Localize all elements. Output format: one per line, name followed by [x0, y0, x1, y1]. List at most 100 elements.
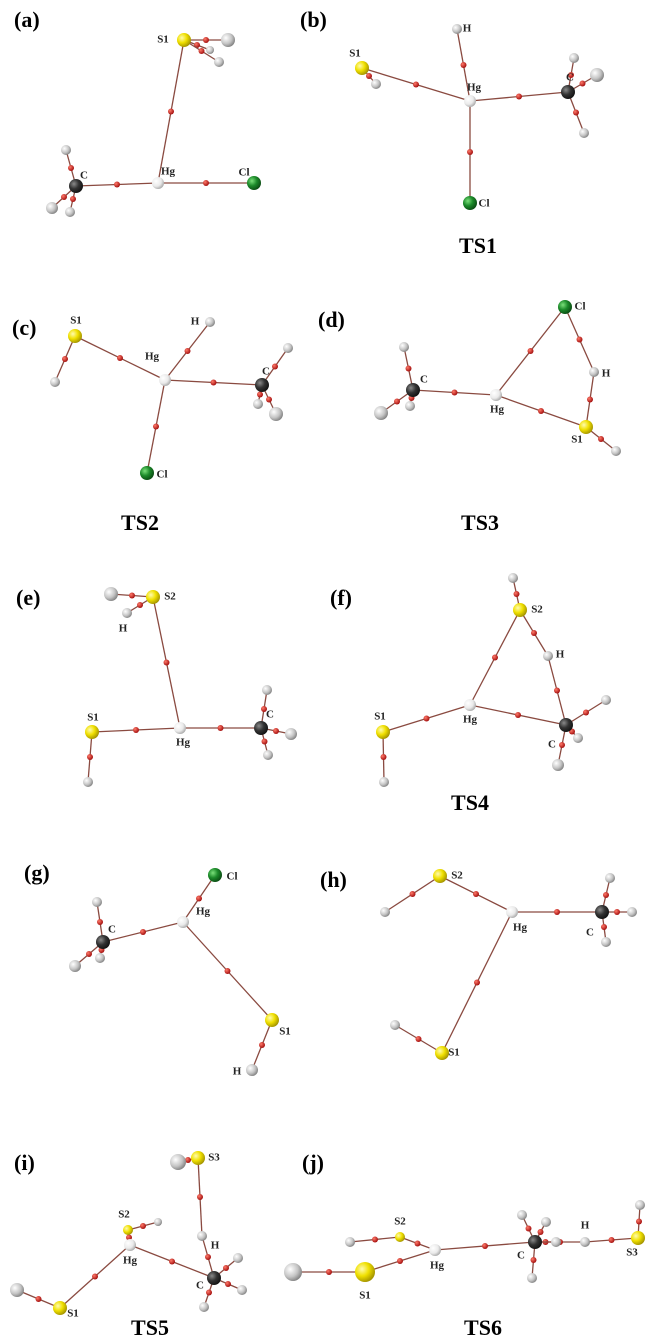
atom: [464, 699, 476, 711]
critical-point: [577, 337, 583, 343]
critical-point: [164, 660, 170, 666]
critical-point: [36, 1296, 42, 1302]
atom: [463, 196, 477, 210]
atom: [508, 573, 518, 583]
critical-point: [531, 1257, 537, 1263]
atom: [263, 750, 273, 760]
critical-point: [86, 951, 92, 957]
atom: [50, 377, 60, 387]
critical-point: [225, 1281, 231, 1287]
atom: [92, 897, 102, 907]
atom-label: C: [420, 374, 428, 386]
atom: [69, 960, 81, 972]
atom-label: Cl: [239, 167, 250, 179]
atom: [199, 1302, 209, 1312]
atom-label: Cl: [479, 198, 490, 210]
atom: [283, 343, 293, 353]
atom: [95, 953, 105, 963]
atom: [284, 1263, 302, 1281]
atom: [140, 466, 154, 480]
atom: [177, 916, 189, 928]
atom: [246, 1064, 258, 1076]
critical-point: [482, 1243, 488, 1249]
atom: [345, 1237, 355, 1247]
critical-point: [474, 980, 480, 986]
atom: [590, 68, 604, 82]
atom-label: H: [191, 316, 200, 328]
atom: [237, 1285, 247, 1295]
critical-point: [381, 754, 387, 760]
atom: [214, 57, 224, 67]
critical-point: [559, 742, 565, 748]
atom: [269, 407, 283, 421]
critical-point: [133, 727, 139, 733]
critical-point: [262, 739, 268, 745]
panel-label: (a): [14, 7, 40, 32]
critical-point: [538, 1229, 544, 1235]
atom: [464, 95, 476, 107]
atom: [527, 1273, 537, 1283]
atom: [433, 869, 447, 883]
critical-point: [70, 196, 76, 202]
ts-caption: TS4: [451, 790, 489, 815]
atom: [65, 207, 75, 217]
figure: S1HgClC(a)S1HHgCCl(b)TS1S1HHgCCl(c)TS2Cl…: [0, 0, 645, 1343]
critical-point: [196, 896, 202, 902]
atom: [124, 1239, 136, 1251]
atom-label: H: [602, 368, 611, 380]
critical-point: [554, 688, 560, 694]
atom: [46, 202, 58, 214]
atom-label: S1: [157, 34, 169, 46]
atom: [376, 725, 390, 739]
atom: [374, 406, 388, 420]
atom: [490, 389, 502, 401]
atom: [452, 24, 462, 34]
atom: [635, 1200, 645, 1210]
critical-point: [61, 194, 67, 200]
critical-point: [199, 48, 205, 54]
atom-label: Hg: [463, 714, 478, 726]
atom: [558, 300, 572, 314]
critical-point: [97, 919, 103, 925]
critical-point: [223, 1265, 229, 1271]
atom: [61, 145, 71, 155]
critical-point: [601, 924, 607, 930]
critical-point: [614, 909, 620, 915]
critical-point: [185, 348, 191, 354]
atom-label: S1: [571, 434, 583, 446]
atom: [83, 777, 93, 787]
critical-point: [326, 1269, 332, 1275]
atom-label: C: [586, 927, 594, 939]
critical-point: [218, 725, 224, 731]
atom-label: S1: [349, 48, 361, 60]
atom-label: C: [266, 709, 274, 721]
atom: [380, 907, 390, 917]
atom: [513, 603, 527, 617]
atom: [206, 46, 214, 54]
atom: [595, 905, 609, 919]
atom-label: Hg: [467, 82, 482, 94]
atom-label: S2: [451, 870, 463, 882]
atom-label: S1: [279, 1026, 291, 1038]
atom-label: C: [80, 170, 88, 182]
critical-point: [397, 1258, 403, 1264]
atom: [285, 728, 297, 740]
critical-point: [467, 149, 473, 155]
atom-label: H: [233, 1066, 242, 1078]
atom: [543, 651, 553, 661]
critical-point: [372, 1237, 378, 1243]
atom: [569, 53, 579, 63]
atom: [589, 367, 599, 377]
atom: [601, 937, 611, 947]
atom: [395, 1232, 405, 1242]
atom: [197, 1231, 207, 1241]
critical-point: [197, 1194, 203, 1200]
critical-point: [257, 392, 263, 398]
atom: [146, 590, 160, 604]
atom-label: S1: [359, 1290, 371, 1302]
critical-point: [259, 1042, 265, 1048]
atom-label: H: [556, 649, 565, 661]
atom: [517, 1210, 527, 1220]
critical-point: [62, 356, 68, 362]
atom: [390, 1020, 400, 1030]
